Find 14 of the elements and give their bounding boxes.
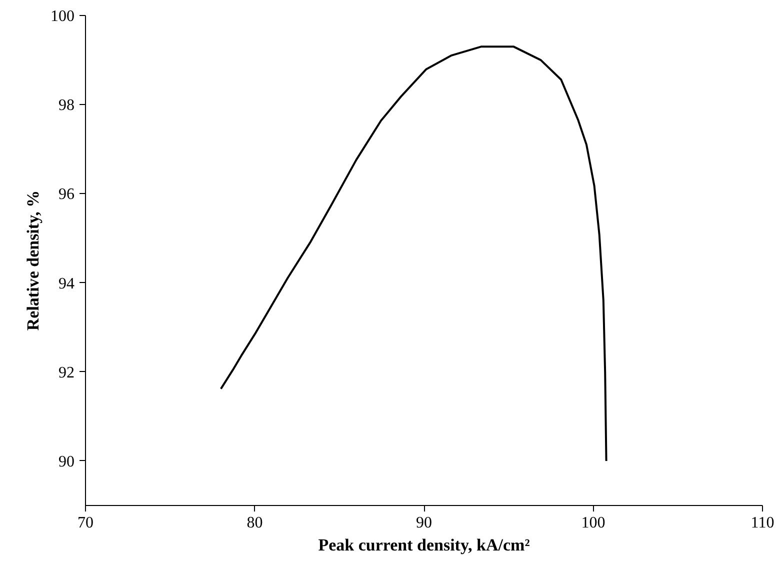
- line-series: [220, 46, 608, 462]
- y-tick-label: 90: [58, 453, 74, 470]
- x-tick-label: 100: [581, 514, 606, 532]
- x-tick-label: 70: [78, 514, 94, 532]
- y-tick-label: 98: [58, 97, 74, 114]
- x-tick-label: 110: [750, 514, 774, 532]
- x-axis-title: Peak current density, kA/cm²: [318, 536, 530, 554]
- y-tick-label: 100: [50, 8, 74, 25]
- y-tick-label: 94: [58, 275, 74, 292]
- y-tick-label: 96: [58, 186, 74, 204]
- y-axis-title: Relative density, %: [24, 190, 42, 331]
- x-tick-label: 80: [246, 514, 263, 532]
- y-tick-label: 92: [58, 364, 74, 382]
- x-tick-label: 90: [416, 514, 432, 532]
